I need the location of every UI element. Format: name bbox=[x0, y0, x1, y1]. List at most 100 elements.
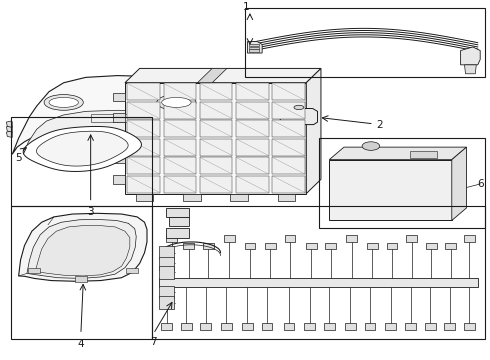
Ellipse shape bbox=[362, 142, 380, 150]
Bar bbox=[242, 323, 253, 330]
Bar bbox=[387, 243, 397, 249]
Polygon shape bbox=[329, 147, 466, 159]
Polygon shape bbox=[146, 131, 158, 135]
Bar bbox=[200, 139, 232, 156]
Polygon shape bbox=[159, 296, 174, 309]
Text: 2: 2 bbox=[376, 120, 383, 130]
Bar bbox=[183, 243, 194, 249]
Bar bbox=[127, 139, 160, 156]
Bar bbox=[224, 235, 235, 242]
Bar bbox=[236, 176, 269, 193]
Bar bbox=[236, 157, 269, 174]
Polygon shape bbox=[6, 131, 12, 138]
Bar bbox=[272, 157, 305, 174]
Polygon shape bbox=[197, 68, 227, 83]
Bar bbox=[152, 206, 485, 338]
Polygon shape bbox=[465, 65, 476, 74]
Ellipse shape bbox=[49, 98, 78, 107]
Polygon shape bbox=[85, 131, 97, 135]
Polygon shape bbox=[113, 175, 125, 184]
Polygon shape bbox=[35, 225, 130, 276]
Bar bbox=[200, 84, 232, 100]
Bar bbox=[166, 235, 177, 242]
Bar bbox=[406, 235, 417, 242]
Bar bbox=[284, 323, 294, 330]
Polygon shape bbox=[12, 76, 255, 154]
Bar bbox=[464, 235, 475, 242]
Bar bbox=[410, 151, 437, 158]
Bar bbox=[11, 206, 152, 338]
Polygon shape bbox=[280, 108, 318, 125]
Bar bbox=[181, 323, 192, 330]
Bar bbox=[236, 139, 269, 156]
Bar bbox=[164, 176, 196, 193]
Bar bbox=[324, 323, 335, 330]
Ellipse shape bbox=[44, 95, 83, 110]
Bar bbox=[200, 102, 232, 119]
Bar bbox=[236, 84, 269, 100]
Polygon shape bbox=[166, 228, 189, 238]
Polygon shape bbox=[159, 278, 478, 287]
Bar bbox=[200, 323, 211, 330]
Bar bbox=[200, 157, 232, 174]
Polygon shape bbox=[159, 285, 174, 298]
Polygon shape bbox=[6, 121, 12, 127]
Bar bbox=[164, 120, 196, 137]
Ellipse shape bbox=[294, 105, 304, 109]
Polygon shape bbox=[113, 93, 125, 101]
Bar bbox=[249, 46, 259, 49]
Ellipse shape bbox=[162, 98, 191, 107]
Polygon shape bbox=[23, 126, 142, 171]
Polygon shape bbox=[329, 159, 452, 220]
Bar bbox=[161, 323, 172, 330]
Bar bbox=[272, 84, 305, 100]
Bar bbox=[385, 323, 396, 330]
Polygon shape bbox=[19, 213, 147, 281]
Bar bbox=[304, 323, 315, 330]
Bar bbox=[445, 243, 456, 249]
Bar bbox=[272, 102, 305, 119]
Bar bbox=[11, 117, 152, 206]
Bar bbox=[75, 276, 87, 282]
Text: 1: 1 bbox=[243, 2, 249, 12]
Polygon shape bbox=[113, 154, 125, 163]
Bar bbox=[164, 102, 196, 119]
Polygon shape bbox=[37, 131, 128, 166]
Bar bbox=[200, 120, 232, 137]
Polygon shape bbox=[159, 266, 174, 279]
Polygon shape bbox=[91, 114, 152, 122]
Polygon shape bbox=[166, 208, 189, 217]
Polygon shape bbox=[113, 113, 125, 122]
Bar bbox=[127, 176, 160, 193]
Polygon shape bbox=[125, 83, 306, 194]
Polygon shape bbox=[6, 126, 12, 132]
Polygon shape bbox=[306, 68, 321, 194]
Text: 5: 5 bbox=[15, 153, 22, 163]
Bar bbox=[265, 243, 276, 249]
Bar bbox=[245, 243, 255, 249]
Text: 4: 4 bbox=[77, 338, 84, 348]
Bar bbox=[127, 157, 160, 174]
Bar bbox=[127, 102, 160, 119]
Bar bbox=[262, 323, 272, 330]
Bar bbox=[127, 84, 160, 100]
Bar bbox=[425, 323, 436, 330]
Bar bbox=[164, 84, 196, 100]
Polygon shape bbox=[230, 194, 248, 201]
Bar bbox=[236, 120, 269, 137]
Bar bbox=[272, 176, 305, 193]
Polygon shape bbox=[24, 110, 233, 154]
Polygon shape bbox=[159, 257, 174, 270]
Text: 6: 6 bbox=[477, 179, 484, 189]
Polygon shape bbox=[452, 147, 466, 220]
Bar bbox=[127, 120, 160, 137]
Bar bbox=[249, 44, 259, 46]
Polygon shape bbox=[136, 194, 153, 201]
Bar bbox=[28, 268, 40, 274]
Polygon shape bbox=[461, 47, 480, 65]
Polygon shape bbox=[125, 68, 321, 83]
Bar bbox=[164, 157, 196, 174]
Bar bbox=[200, 176, 232, 193]
Text: 3: 3 bbox=[87, 207, 94, 217]
Bar bbox=[126, 268, 138, 274]
